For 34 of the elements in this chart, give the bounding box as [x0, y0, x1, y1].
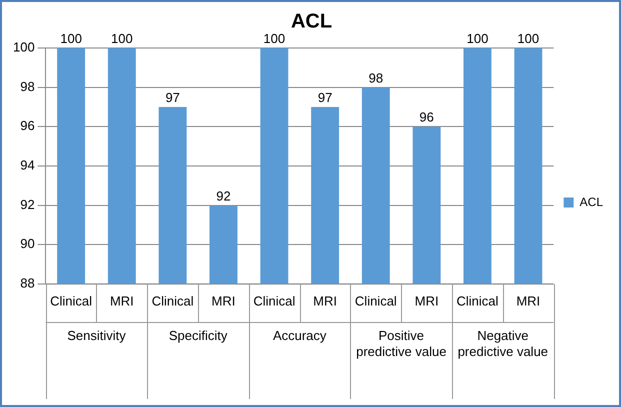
- x-tick-label: MRI: [212, 293, 236, 308]
- data-label: 100: [517, 31, 540, 46]
- data-label: 98: [368, 70, 384, 86]
- data-label: 100: [263, 31, 286, 46]
- text: Accuracy: [272, 328, 327, 344]
- y-tick-label: 88: [20, 276, 35, 291]
- text: Negative predictive value: [458, 328, 548, 360]
- x-tick-label: Clinical: [152, 293, 194, 308]
- x-tick-label: MRI: [516, 293, 540, 308]
- x-tick-label: Clinical: [253, 293, 296, 308]
- text: Sensitivity: [67, 328, 126, 344]
- y-tick-label: 94: [20, 158, 35, 173]
- data-label: 100: [60, 31, 82, 46]
- y-tick-label: 98: [20, 78, 35, 94]
- x-tick-label: MRI: [110, 293, 134, 308]
- data-label: 97: [165, 90, 180, 106]
- data-label: 100: [466, 31, 488, 46]
- y-tick-label: 92: [20, 196, 35, 212]
- y-tick-label: 100: [12, 40, 35, 55]
- chart-title: ACL: [290, 10, 332, 33]
- text: Positive predictive value: [356, 328, 446, 360]
- data-label: 97: [318, 90, 332, 106]
- x-tick-label: Clinical: [50, 293, 92, 308]
- y-tick-label: 96: [20, 118, 35, 134]
- legend-label: ACL: [580, 194, 604, 209]
- x-tick-label: MRI: [414, 293, 439, 308]
- data-label: 100: [111, 31, 133, 46]
- data-label: 96: [419, 110, 434, 125]
- x-tick-label: Clinical: [456, 293, 499, 308]
- data-label: 92: [216, 188, 231, 204]
- x-tick-label: Clinical: [354, 293, 397, 308]
- y-tick-label: 90: [20, 236, 35, 252]
- text: Specificity: [168, 328, 228, 344]
- x-tick-label: MRI: [313, 293, 337, 308]
